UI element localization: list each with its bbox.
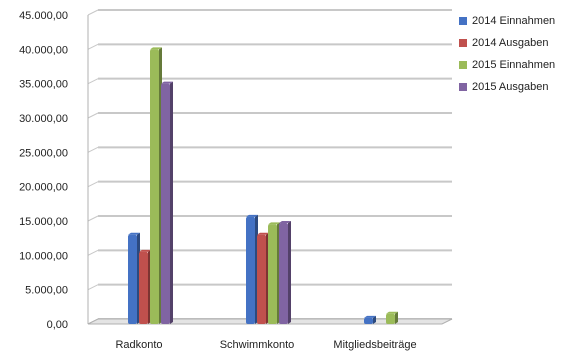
gridline-side xyxy=(87,284,99,291)
legend-item: 2015 Einnahmen xyxy=(459,54,555,76)
bar-front xyxy=(150,49,159,324)
gridline-side xyxy=(87,146,99,153)
bar-front xyxy=(139,251,148,324)
gridline-side xyxy=(87,43,99,50)
chart-legend: 2014 Einnahmen 2014 Ausgaben 2015 Einnahme… xyxy=(459,10,555,98)
gridline-side xyxy=(87,9,99,16)
legend-item: 2015 Ausgaben xyxy=(459,76,555,98)
bar xyxy=(279,221,291,324)
bar xyxy=(268,222,280,324)
bar xyxy=(161,81,173,325)
y-tick-label: 0,00 xyxy=(47,319,68,331)
x-category-label: Mitgliedsbeiträge xyxy=(333,339,416,351)
legend-item: 2014 Ausgaben xyxy=(459,32,555,54)
bar-top xyxy=(257,232,269,235)
bar-top xyxy=(364,315,376,318)
bar-front xyxy=(386,313,395,324)
legend-swatch xyxy=(459,17,467,25)
bar-top xyxy=(139,249,151,252)
bar-front xyxy=(246,216,255,324)
legend-label: 2015 Ausgaben xyxy=(472,81,549,93)
bar xyxy=(257,232,269,324)
y-tick-label: 40.000,00 xyxy=(19,44,68,56)
bar-front xyxy=(128,234,137,324)
bar-side xyxy=(373,315,376,324)
bar-top xyxy=(128,232,140,235)
legend-item: 2014 Einnahmen xyxy=(459,10,555,32)
y-tick-label: 25.000,00 xyxy=(19,147,68,159)
bar-top xyxy=(150,47,162,50)
y-tick-label: 35.000,00 xyxy=(19,79,68,91)
bar xyxy=(139,249,151,324)
bar-front xyxy=(257,234,266,324)
gridline-side xyxy=(87,215,99,222)
y-tick-label: 45.000,00 xyxy=(19,10,68,22)
x-category-label: Radkonto xyxy=(115,339,162,351)
y-tick-label: 15.000,00 xyxy=(19,216,68,228)
bar-top xyxy=(246,214,258,217)
bar xyxy=(128,232,140,324)
gridline-side xyxy=(87,112,99,119)
bar-front xyxy=(364,317,373,324)
legend-swatch xyxy=(459,61,467,69)
bar-front xyxy=(268,224,277,324)
bar-top xyxy=(386,311,398,314)
bar xyxy=(386,311,398,324)
gridline-side xyxy=(87,78,99,85)
bar-front xyxy=(161,83,170,325)
bar xyxy=(150,47,162,324)
y-tick-label: 30.000,00 xyxy=(19,113,68,125)
bar-top xyxy=(161,81,173,84)
legend-label: 2015 Einnahmen xyxy=(472,59,556,71)
bar-front xyxy=(279,223,288,324)
legend-swatch xyxy=(459,39,467,47)
y-tick-label: 10.000,00 xyxy=(19,250,68,262)
y-tick-label: 20.000,00 xyxy=(19,182,68,194)
legend-label: 2014 Ausgaben xyxy=(472,37,549,49)
x-category-label: Schwimmkonto xyxy=(220,339,295,351)
y-tick-label: 5.000,00 xyxy=(25,285,68,297)
legend-swatch xyxy=(459,83,467,91)
bar-top xyxy=(268,222,280,225)
bar xyxy=(364,315,376,324)
bar-side xyxy=(288,221,291,324)
legend-label: 2014 Einnahmen xyxy=(472,15,556,27)
bar xyxy=(246,214,258,324)
bar-top xyxy=(279,221,291,224)
bar-side xyxy=(170,81,173,325)
gridline-side xyxy=(87,249,99,256)
bar-side xyxy=(395,311,398,324)
gridline-side xyxy=(87,181,99,188)
